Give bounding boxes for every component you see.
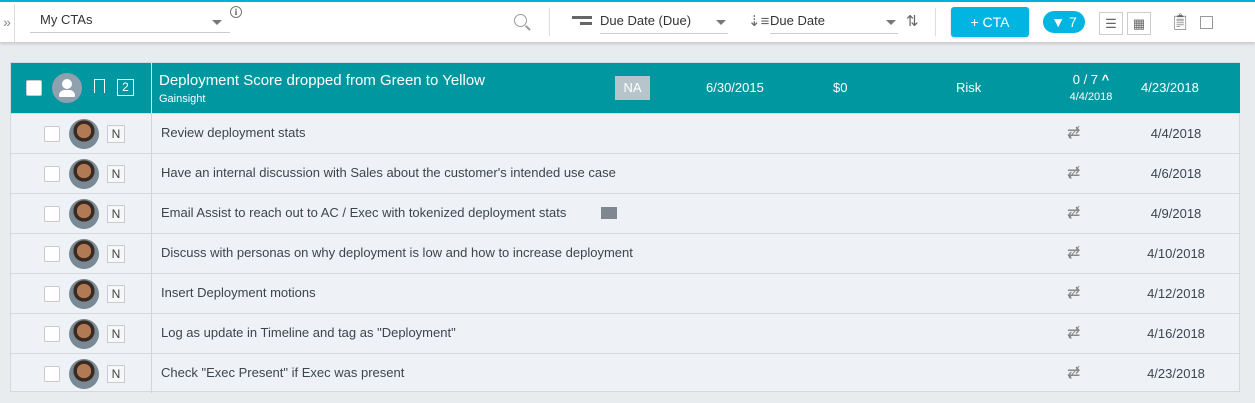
priority-badge: N <box>107 285 125 303</box>
group-icon-bar <box>580 22 592 25</box>
task-label[interactable]: Review deployment stats <box>161 125 306 140</box>
owner-avatar <box>69 199 99 229</box>
chevron-down-icon <box>212 20 222 25</box>
email-icon[interactable] <box>601 207 617 219</box>
filter-button[interactable]: ▼ 7 <box>1043 11 1085 33</box>
chevron-down-icon <box>716 20 726 25</box>
filter-count: 7 <box>1068 14 1077 30</box>
owner-avatar <box>69 319 99 349</box>
divider <box>935 8 936 36</box>
owner-avatar <box>69 279 99 309</box>
external-link-icon[interactable] <box>1200 16 1213 29</box>
chevron-up-icon[interactable]: ^ <box>1101 72 1110 87</box>
task-checkbox[interactable] <box>44 126 60 142</box>
task-checkbox[interactable] <box>44 366 60 382</box>
owner-avatar <box>69 119 99 149</box>
task-row[interactable]: N Log as update in Timeline and tag as "… <box>11 313 1240 353</box>
task-progress[interactable]: 0 / 7 ^ <box>1051 72 1131 87</box>
expand-sidebar-button[interactable]: » <box>0 4 15 42</box>
task-row[interactable]: N Check "Exec Present" if Exec was prese… <box>11 353 1240 393</box>
task-count-badge: 2 <box>117 79 134 96</box>
owner-avatar <box>69 359 99 389</box>
task-label[interactable]: Log as update in Timeline and tag as "De… <box>161 325 456 340</box>
sort-by-select[interactable]: Due Date <box>770 10 898 34</box>
task-row[interactable]: N Discuss with personas on why deploymen… <box>11 233 1240 273</box>
task-date: 4/9/2018 <box>1150 206 1202 221</box>
cta-table: 2 Deployment Score dropped from Green to… <box>10 62 1240 393</box>
task-label[interactable]: Check "Exec Present" if Exec was present <box>161 365 405 380</box>
task-row[interactable]: N Insert Deployment motions ⇄̸ 4/12/2018 <box>11 273 1240 313</box>
status-badge: NA <box>615 76 650 100</box>
group-icon <box>572 16 592 19</box>
chevron-down-icon <box>886 20 896 25</box>
task-date: 4/16/2018 <box>1147 326 1205 341</box>
sort-direction-icon[interactable]: ⇅ <box>906 13 919 30</box>
search-icon[interactable] <box>514 14 527 27</box>
cta-type: Risk <box>956 80 982 95</box>
user-avatar-icon <box>52 73 82 103</box>
task-checkbox[interactable] <box>44 166 60 182</box>
priority-badge: N <box>107 125 125 143</box>
search-icon-handle <box>525 25 531 31</box>
progress-text: 0 / 7 <box>1072 72 1099 87</box>
task-row[interactable]: N Email Assist to reach out to AC / Exec… <box>11 193 1240 233</box>
calendar-view-icon[interactable]: ▦ <box>1127 12 1151 35</box>
no-sync-icon[interactable]: ⇄̸ <box>1067 125 1081 142</box>
info-icon[interactable]: i <box>230 6 242 18</box>
task-date: 4/23/2018 <box>1147 366 1205 381</box>
sort-by-value: Due Date <box>770 13 825 28</box>
add-cta-button[interactable]: + CTA <box>951 7 1029 37</box>
task-date: 4/12/2018 <box>1147 286 1205 301</box>
no-sync-icon[interactable]: ⇄̸ <box>1067 325 1081 342</box>
sort-icon: ⇣≡ <box>748 13 770 30</box>
task-date: 4/10/2018 <box>1147 246 1205 261</box>
list-view-icon[interactable]: ☰ <box>1099 12 1123 35</box>
priority-badge: N <box>107 365 125 383</box>
owner-avatar <box>69 239 99 269</box>
priority-badge: N <box>107 165 125 183</box>
owner-avatar <box>69 159 99 189</box>
task-checkbox[interactable] <box>44 326 60 342</box>
task-date: 4/6/2018 <box>1150 166 1202 181</box>
cta-due-date: 6/30/2015 <box>706 80 764 95</box>
task-label[interactable]: Have an internal discussion with Sales a… <box>161 165 616 180</box>
cta-amount: $0 <box>833 80 848 95</box>
task-date: 4/4/2018 <box>1150 126 1202 141</box>
no-sync-icon[interactable]: ⇄̸ <box>1067 165 1081 182</box>
no-sync-icon[interactable]: ⇄̸ <box>1067 285 1081 302</box>
no-sync-icon[interactable]: ⇄̸ <box>1067 245 1081 262</box>
cta-company[interactable]: Gainsight <box>159 93 206 105</box>
task-checkbox[interactable] <box>44 286 60 302</box>
toolbar: » My CTAs i Due Date (Due) ⇣≡ Due Date ⇅… <box>0 0 1255 42</box>
bookmark-icon[interactable] <box>94 79 105 93</box>
priority-badge: N <box>107 245 125 263</box>
cta-date: 4/23/2018 <box>1141 80 1199 95</box>
cta-checkbox[interactable] <box>26 80 42 96</box>
task-checkbox[interactable] <box>44 246 60 262</box>
task-row[interactable]: N Review deployment stats ⇄̸ 4/4/2018 <box>11 113 1240 153</box>
cta-row[interactable]: 2 Deployment Score dropped from Green to… <box>11 63 1240 113</box>
cta-title[interactable]: Deployment Score dropped from Green to Y… <box>159 72 486 89</box>
divider <box>549 8 550 36</box>
task-checkbox[interactable] <box>44 206 60 222</box>
no-sync-icon[interactable]: ⇄̸ <box>1067 365 1081 382</box>
group-by-value: Due Date (Due) <box>600 13 692 28</box>
view-select-value: My CTAs <box>40 12 93 27</box>
task-row[interactable]: N Have an internal discussion with Sales… <box>11 153 1240 193</box>
filter-icon: ▼ <box>1051 14 1066 30</box>
task-label[interactable]: Insert Deployment motions <box>161 285 316 300</box>
no-sync-icon[interactable]: ⇄̸ <box>1067 205 1081 222</box>
priority-badge: N <box>107 205 125 223</box>
clipboard-icon[interactable]: 📋︎ <box>1170 14 1191 31</box>
task-label[interactable]: Discuss with personas on why deployment … <box>161 245 633 260</box>
task-label[interactable]: Email Assist to reach out to AC / Exec w… <box>161 205 567 220</box>
progress-date: 4/4/2018 <box>1069 91 1113 103</box>
priority-badge: N <box>107 325 125 343</box>
view-select[interactable]: My CTAs <box>30 9 230 33</box>
group-by-select[interactable]: Due Date (Due) <box>600 10 728 34</box>
